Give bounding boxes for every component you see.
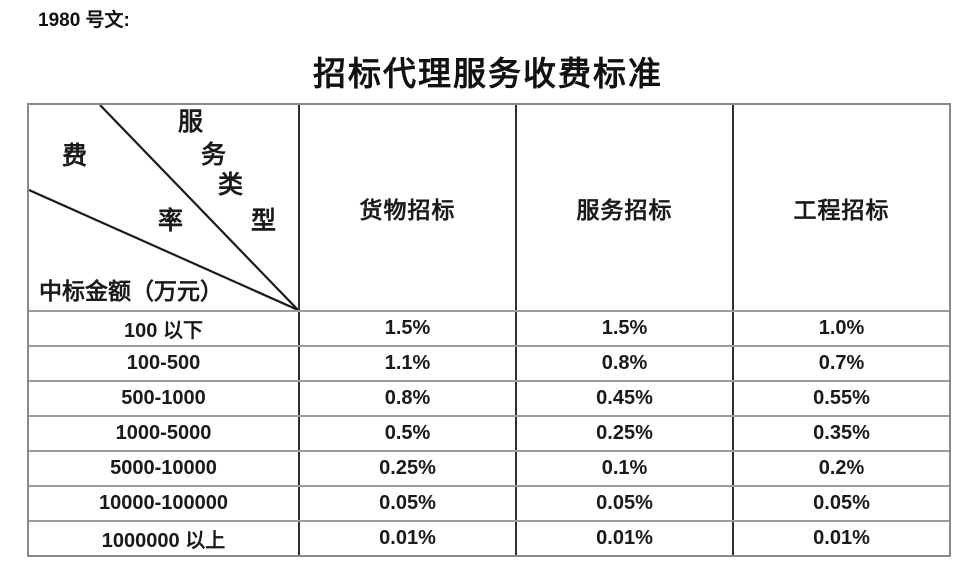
diagonal-header-cell: 服 务 类 型 费 率 中标金额（万元） [29,105,298,310]
diagonal-line-lower [29,188,298,310]
rate-cell: 0.1% [515,452,732,485]
table-header-row: 服 务 类 型 费 率 中标金额（万元） 货物招标 服务招标 工程招标 [29,105,949,310]
row-label: 10000-100000 [98,492,228,514]
rate-cell: 1.0% [732,312,949,345]
diagonal-divider-lines [29,105,298,310]
diagonal-rate-char: 率 [158,208,184,235]
page-title: 招标代理服务收费标准 [313,57,663,93]
rate-cell: 0.55% [732,382,949,415]
diagonal-line-upper [99,105,298,310]
rate-cell: 0.05% [298,487,515,520]
document-reference: 1980 号文: [38,10,130,31]
row-label: 500-1000 [121,387,206,409]
rate-cell: 0.8% [298,382,515,415]
rate-cell: 0.05% [515,487,732,520]
rate-cell: 0.25% [515,417,732,450]
rate-cell: 0.01% [515,522,732,555]
table-row: 5000-10000 0.25% 0.1% 0.2% [29,450,949,485]
table-row: 100-500 1.1% 0.8% 0.7% [29,345,949,380]
rate-cell: 0.01% [298,522,515,555]
diagonal-rate-char: 费 [62,143,88,170]
diagonal-service-type-char: 服 [178,109,204,136]
table-row: 100 以下 1.5% 1.5% 1.0% [29,310,949,345]
column-header-services: 服务招标 [515,105,732,310]
row-label: 1000-5000 [115,422,212,444]
column-header-goods: 货物招标 [298,105,515,310]
table-row: 10000-100000 0.05% 0.05% 0.05% [29,485,949,520]
rate-cell: 0.7% [732,347,949,380]
rate-cell: 0.45% [515,382,732,415]
fee-table: 服 务 类 型 费 率 中标金额（万元） 货物招标 服务招标 工程招标 100 … [27,103,951,557]
column-header-engineering: 工程招标 [732,105,949,310]
row-label: 1000000 以上 [101,530,226,552]
table-row: 500-1000 0.8% 0.45% 0.55% [29,380,949,415]
rate-cell: 0.5% [298,417,515,450]
rate-cell: 0.01% [732,522,949,555]
rate-cell: 1.1% [298,347,515,380]
rate-cell: 0.25% [298,452,515,485]
rate-cell: 0.8% [515,347,732,380]
rate-cell: 0.2% [732,452,949,485]
diagonal-amount-axis-label: 中标金额（万元） [39,279,223,304]
row-label: 100 以下 [124,320,203,342]
table-row: 1000000 以上 0.01% 0.01% 0.01% [29,520,949,555]
row-label: 100-500 [126,352,201,374]
rate-cell: 1.5% [298,312,515,345]
table-row: 1000-5000 0.5% 0.25% 0.35% [29,415,949,450]
diagonal-service-type-char: 类 [218,172,244,199]
row-label: 5000-10000 [110,457,217,479]
rate-cell: 1.5% [515,312,732,345]
diagonal-service-type-char: 务 [201,142,227,169]
rate-cell: 0.05% [732,487,949,520]
diagonal-service-type-char: 型 [251,208,277,235]
rate-cell: 0.35% [732,417,949,450]
